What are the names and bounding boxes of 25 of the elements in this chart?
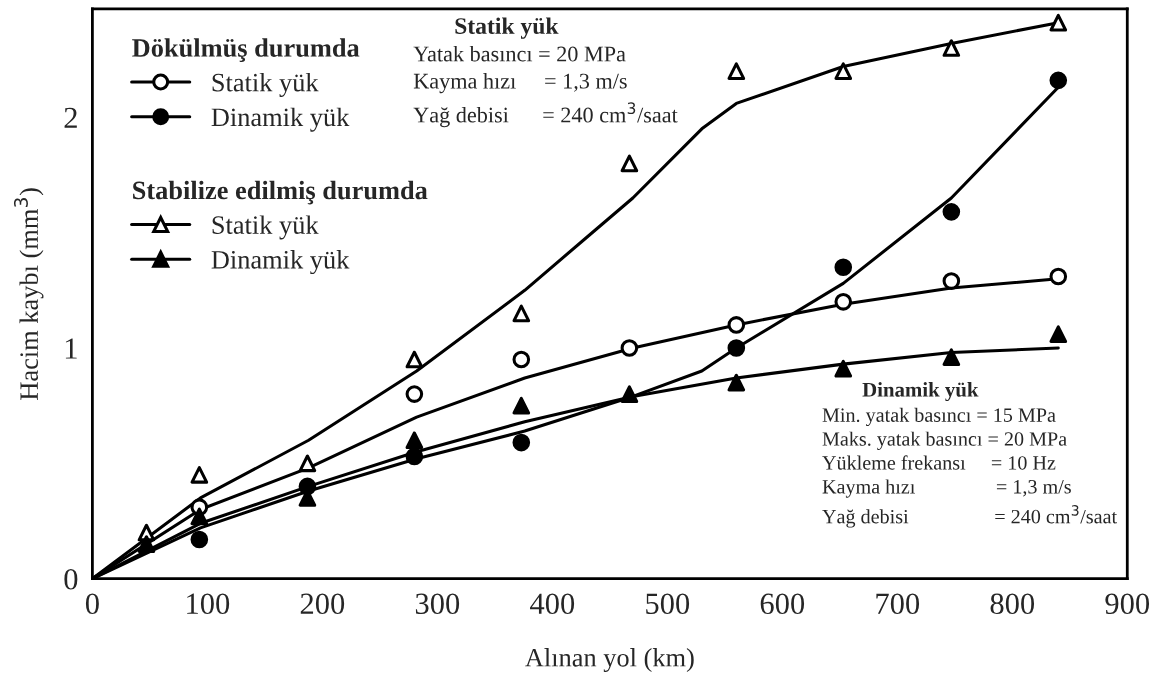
legend-label: Dinamik yük [211,250,350,275]
legend-label: Statik yük [212,72,319,97]
annotation: Dökülmüş durumda [132,38,360,63]
x-tick-label: 100 [187,593,230,615]
x-tick-label: 200 [300,593,345,615]
x-tick-label: 600 [760,593,805,615]
y-tick-label: 0 [64,568,78,590]
annotation: Statik yük [455,17,559,39]
legend-label: Dinamik yük [211,107,350,132]
x-tick-label: 400 [530,593,575,615]
x-tick-label: 300 [415,593,460,615]
annotation: Stabilize edilmiş durumda [133,180,428,205]
x-tick-label: 900 [1105,593,1150,615]
y-axis-title: Hacim kaybı (mm$^{3}$) [13,188,44,400]
legend-label: Statik yük [212,215,319,240]
x-axis-title: Alınan yol (km) [525,648,694,673]
x-tick-label: 800 [990,593,1035,615]
annotation: Dinamik yük [862,382,979,402]
y-tick-label: 1 [65,338,77,359]
annotation: Min. yatak basıncı = 15 MPa Maks. yatak basıncı = 20 MPa Yükleme frekansı = 10 Hz Kayma hızı = 1,3 m/s Yağ debisi = 240 cm$^{3}$/saat [822,407,1118,528]
x-tick-label: 500 [646,593,690,615]
annotation: Yatak basıncı = 20 MPa Kayma hızı = 1,3 m/s Yağ debisi = 240 cm$^{3}$/saat [413,45,678,128]
x-tick-label: 700 [876,593,920,615]
x-tick-label: 0 [85,593,99,615]
y-tick-label: 2 [64,107,77,128]
